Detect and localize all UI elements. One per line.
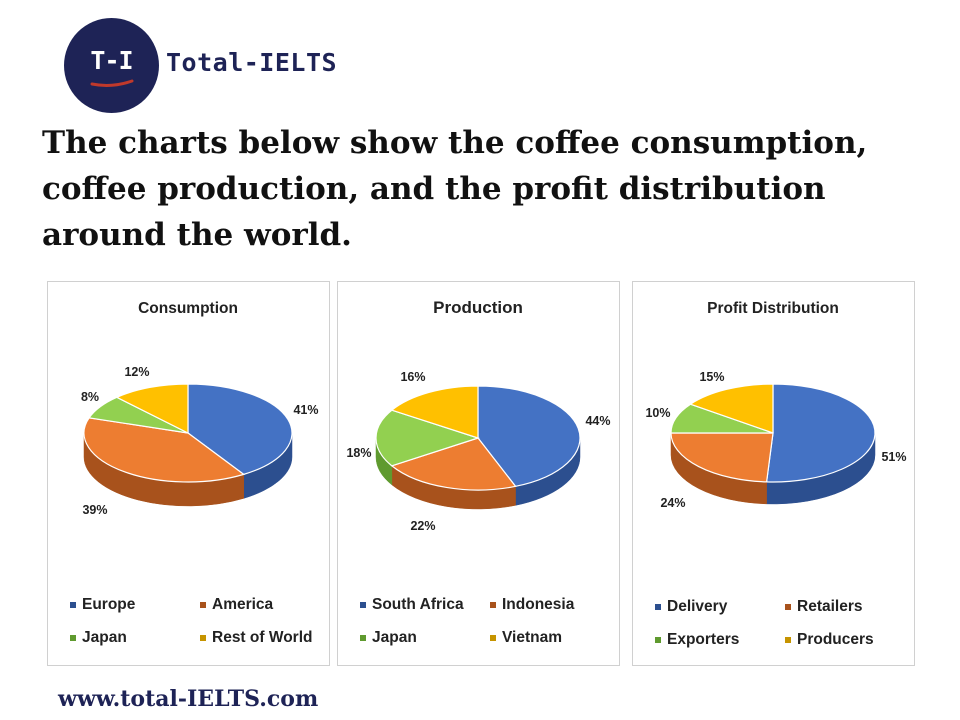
- pie-slice-japan: [375, 409, 480, 467]
- legend-label: Vietnam: [502, 628, 563, 646]
- legend-swatch: [70, 601, 76, 608]
- data-label-retailers: 24%: [660, 496, 685, 510]
- production-chart-title: Production: [433, 298, 523, 317]
- legend-label: Rest of World: [212, 628, 313, 646]
- pie-slice-america: [83, 417, 246, 483]
- data-label-delivery: 51%: [881, 450, 906, 464]
- logo-circle: T-I: [64, 18, 159, 113]
- legend-label: Delivery: [667, 597, 728, 615]
- pie-slice-delivery: [765, 383, 876, 483]
- legend-item-south-africa: South Africa: [360, 596, 490, 614]
- data-label-producers: 15%: [699, 370, 724, 384]
- production-chart-panel: Production 44% 22% 18% 16% South Africa Indon…: [337, 281, 620, 666]
- legend-label: America: [212, 595, 274, 613]
- legend-swatch: [200, 601, 206, 608]
- legend-swatch: [655, 603, 661, 610]
- profit-distribution-chart-title: Profit Distribution: [707, 300, 839, 317]
- data-label-japan: 8%: [81, 390, 99, 404]
- data-label-europe: 41%: [293, 403, 318, 417]
- legend-item-exporters: Exporters: [655, 631, 785, 649]
- legend-label: Retailers: [797, 597, 863, 615]
- headline: The charts below show the coffee consump…: [42, 125, 868, 253]
- logo-swoosh-icon: [90, 79, 134, 87]
- legend-swatch: [200, 634, 206, 641]
- production-legend: South Africa Indonesia Japan Vietnam: [360, 588, 620, 654]
- consumption-legend: Europe America Japan Rest of World: [70, 588, 330, 654]
- legend-label: Europe: [82, 595, 136, 613]
- legend-swatch: [70, 634, 76, 641]
- legend-swatch: [360, 634, 366, 641]
- legend-item-europe: Europe: [70, 596, 200, 614]
- brand-name: Total-IELTS: [166, 48, 338, 77]
- legend-label: Producers: [797, 630, 874, 648]
- production-pie-tops: [375, 385, 581, 491]
- legend-swatch: [785, 603, 791, 610]
- production-pie-chart: Production 44% 22% 18% 16%: [346, 298, 610, 533]
- consumption-pie-chart: Consumption 41% 39% 8% 12%: [81, 300, 319, 517]
- legend-label: Japan: [82, 628, 127, 646]
- consumption-pie-tops: [83, 383, 293, 483]
- legend-item-retailers: Retailers: [785, 598, 915, 616]
- data-label-exporters: 10%: [645, 406, 670, 420]
- profit-distribution-pie-chart: Profit Distribution 51% 24% 10% 15%: [645, 300, 906, 510]
- legend-item-producers: Producers: [785, 631, 915, 649]
- legend-item-indonesia: Indonesia: [490, 596, 620, 614]
- legend-row: Europe America: [70, 588, 330, 621]
- legend-row: South Africa Indonesia: [360, 588, 620, 621]
- legend-item-japan: Japan: [70, 629, 200, 647]
- legend-swatch: [360, 601, 366, 608]
- legend-label: Indonesia: [502, 595, 575, 613]
- data-label-america: 39%: [82, 503, 107, 517]
- logo-text: T-I: [90, 46, 133, 75]
- footer-url: www.total-IELTS.com: [58, 686, 319, 712]
- legend-item-japan: Japan: [360, 629, 490, 647]
- profit-distribution-legend: Delivery Retailers Exporters Producers: [655, 590, 915, 656]
- legend-row: Delivery Retailers: [655, 590, 915, 623]
- profit-distribution-chart-panel: Profit Distribution 51% 24% 10% 15% Delivery…: [632, 281, 915, 666]
- legend-swatch: [490, 634, 496, 641]
- pie-slice-retailers: [670, 432, 774, 483]
- legend-item-america: America: [200, 596, 330, 614]
- legend-row: Japan Rest of World: [70, 621, 330, 654]
- pie-slice-indonesia: [390, 437, 517, 491]
- consumption-chart-panel: Consumption 41% 39% 8% 12% Europe America Japa…: [47, 281, 330, 666]
- legend-swatch: [655, 636, 661, 643]
- legend-label: Japan: [372, 628, 417, 646]
- pie-slice-rest-of-world: [115, 383, 189, 434]
- profit-distribution-pie-tops: [670, 383, 876, 483]
- legend-item-vietnam: Vietnam: [490, 629, 620, 647]
- data-label-vietnam: 16%: [400, 370, 425, 384]
- legend-swatch: [785, 636, 791, 643]
- legend-row: Japan Vietnam: [360, 621, 620, 654]
- legend-swatch: [490, 601, 496, 608]
- data-label-indonesia: 22%: [410, 519, 435, 533]
- pie-slice-producers: [689, 383, 774, 434]
- data-label-south-africa: 44%: [585, 414, 610, 428]
- legend-row: Exporters Producers: [655, 623, 915, 656]
- data-label-rest-of-world: 12%: [124, 365, 149, 379]
- pie-slice-south-africa: [477, 385, 581, 488]
- legend-label: South Africa: [372, 595, 464, 613]
- consumption-chart-title: Consumption: [138, 300, 238, 317]
- pie-slice-vietnam: [390, 385, 479, 439]
- legend-item-delivery: Delivery: [655, 598, 785, 616]
- legend-label: Exporters: [667, 630, 740, 648]
- data-label-japan: 18%: [346, 446, 371, 460]
- legend-item-rest-of-world: Rest of World: [200, 629, 330, 647]
